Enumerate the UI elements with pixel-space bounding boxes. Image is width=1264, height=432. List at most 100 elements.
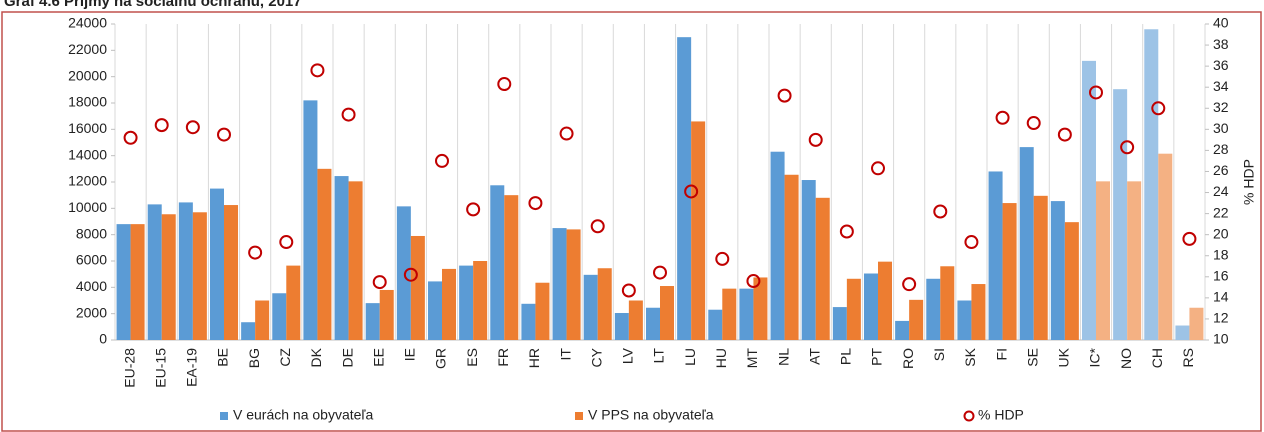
x-tick-label: LT: [651, 348, 667, 364]
bar: [286, 265, 301, 340]
legend-label: V eurách na obyvateľa: [233, 407, 374, 423]
legend-label: V PPS na obyvateľa: [588, 407, 714, 423]
x-tick-label: SI: [931, 348, 947, 361]
x-tick-label: AT: [806, 348, 822, 365]
y2-tick-label: 28: [1213, 141, 1229, 157]
bar: [614, 313, 629, 340]
bar: [116, 224, 131, 340]
y2-tick-label: 10: [1213, 331, 1229, 347]
x-tick-label: BE: [215, 348, 231, 367]
y2-tick-label: 36: [1213, 57, 1229, 73]
bar: [583, 274, 598, 340]
point: [310, 63, 325, 78]
x-tick-label: ES: [464, 348, 480, 367]
y-tick-label: 0: [99, 331, 107, 347]
y-tick-label: 6000: [76, 252, 107, 268]
x-tick-label: IE: [402, 348, 418, 361]
x-tick-label: PL: [838, 348, 854, 365]
x-tick-label: EU-15: [152, 348, 168, 388]
x-tick-label: IC*: [1087, 347, 1103, 367]
bar: [379, 289, 394, 340]
point: [497, 77, 512, 92]
x-tick-label: RS: [1180, 348, 1196, 367]
point: [839, 224, 854, 239]
point: [777, 88, 792, 103]
y2-tick-label: 16: [1213, 268, 1229, 284]
x-tick-label: FI: [993, 348, 1009, 360]
y2-tick-label: 18: [1213, 246, 1229, 262]
x-tick-label: DE: [339, 348, 355, 367]
point: [995, 110, 1010, 125]
point: [902, 277, 917, 292]
bar: [815, 197, 830, 340]
x-tick-label: UK: [1056, 347, 1072, 367]
bar: [801, 180, 816, 340]
bar: [1158, 153, 1173, 340]
x-tick-label: SK: [962, 347, 978, 366]
bar: [909, 299, 924, 340]
point: [341, 107, 356, 122]
point: [279, 235, 294, 250]
x-tick-label: EA-19: [184, 348, 200, 387]
y-tick-label: 16000: [68, 120, 107, 136]
bar: [1033, 195, 1048, 340]
x-tick-label: HR: [526, 348, 542, 368]
x-tick-label: IT: [557, 348, 573, 361]
bar: [971, 284, 986, 340]
bar: [161, 214, 176, 340]
bar: [1127, 181, 1142, 340]
bar: [1144, 29, 1159, 341]
y2-tick-label: 30: [1213, 120, 1229, 136]
y2-tick-label: 24: [1213, 183, 1229, 199]
point: [1089, 85, 1103, 100]
y-tick-label: 20000: [68, 67, 107, 83]
point: [185, 120, 200, 135]
point: [684, 184, 699, 199]
bar: [255, 300, 270, 340]
bar: [178, 202, 193, 340]
point: [1057, 127, 1072, 142]
y-tick-label: 8000: [76, 225, 107, 241]
y-tick-label: 22000: [68, 41, 107, 57]
bar: [597, 268, 612, 340]
bar: [1064, 222, 1079, 340]
bar: [739, 288, 754, 340]
bar: [660, 286, 675, 340]
x-tick-label: RO: [900, 348, 916, 369]
bar: [940, 266, 955, 340]
point: [590, 219, 605, 234]
bar: [895, 320, 910, 340]
x-tick-label: FR: [495, 348, 511, 367]
bar: [427, 281, 442, 340]
chart-title: Graf 4.6 Príjmy na sociálnu ochranu, 201…: [4, 0, 302, 10]
x-tick-label: CZ: [277, 348, 293, 367]
legend-swatch: [963, 410, 975, 422]
bar: [209, 188, 224, 340]
bar: [317, 168, 332, 340]
point: [715, 251, 730, 266]
point: [1182, 231, 1197, 246]
bar: [846, 278, 861, 340]
bar: [396, 206, 411, 340]
bar: [334, 176, 349, 340]
legend-swatch: [575, 412, 583, 420]
bar: [272, 293, 287, 340]
bar: [552, 228, 567, 340]
y-tick-label: 24000: [68, 15, 107, 31]
bar: [535, 282, 550, 340]
x-tick-label: EU-28: [121, 348, 137, 388]
y-tick-label: 12000: [68, 173, 107, 189]
point: [248, 245, 263, 260]
point: [123, 130, 138, 145]
bar: [566, 229, 581, 340]
x-tick-label: LV: [620, 347, 636, 364]
point: [871, 161, 885, 176]
bar: [147, 204, 162, 340]
y2-tick-label: 38: [1213, 36, 1229, 52]
bar: [878, 261, 893, 340]
bar: [677, 37, 692, 341]
point: [466, 202, 481, 217]
bar: [1189, 307, 1204, 340]
bar: [926, 278, 941, 340]
